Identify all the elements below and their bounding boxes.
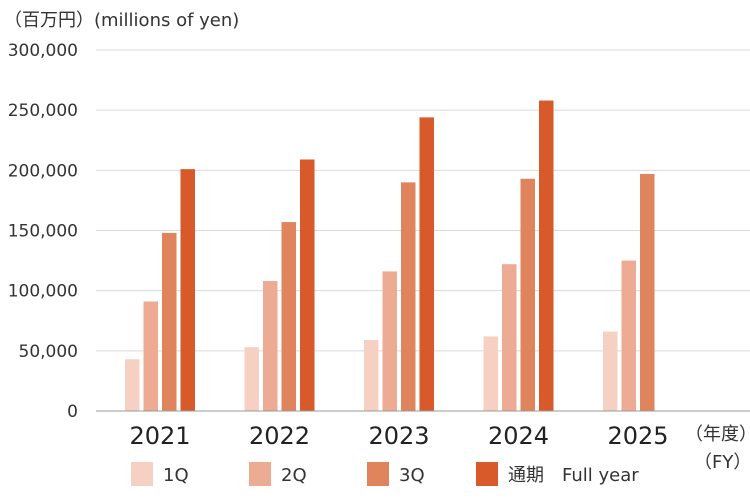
bar-2022-3 <box>281 222 296 411</box>
x-tick-label: 2024 <box>488 422 549 450</box>
x-axis-category-labels: 2021 2022 2023 2024 2025 <box>129 422 668 450</box>
bar-2022-2 <box>263 281 278 411</box>
bar-2021-4 <box>180 169 195 411</box>
x-tick-label: 2021 <box>129 422 190 450</box>
bar-2025-2 <box>621 260 636 411</box>
legend-swatch <box>131 462 153 486</box>
y-tick-label: 100,000 <box>8 282 78 302</box>
bar-2021-3 <box>162 232 177 411</box>
bar-2023-3 <box>401 182 416 411</box>
x-axis-unit-label: （年度） <box>685 424 750 445</box>
y-tick-label: 150,000 <box>8 222 78 242</box>
bars <box>125 100 655 412</box>
x-tick-label: 2025 <box>607 422 668 450</box>
bar-2021-1 <box>125 359 140 411</box>
legend-label: 1Q <box>163 465 189 486</box>
legend-label: 3Q <box>399 465 425 486</box>
y-axis-unit-label: （百万円）(millions of yen) <box>4 10 239 31</box>
y-tick-label: 300,000 <box>8 41 78 61</box>
bar-2022-4 <box>300 159 315 411</box>
legend-label: 2Q <box>281 465 307 486</box>
bar-2025-3 <box>640 173 655 411</box>
bar-2022-1 <box>244 347 259 411</box>
legend-swatch <box>476 462 498 486</box>
y-tick-label: 0 <box>67 402 78 422</box>
bar-2023-4 <box>419 117 434 412</box>
y-axis-tick-labels: 0 50,000 100,000 150,000 200,000 250,000 300,0… <box>8 41 78 422</box>
bar-2025-1 <box>603 331 618 411</box>
y-tick-label: 200,000 <box>8 161 78 181</box>
y-tick-label: 250,000 <box>8 101 78 121</box>
bar-2023-2 <box>382 271 397 411</box>
x-tick-label: 2022 <box>249 422 310 450</box>
x-tick-label: 2023 <box>368 422 429 450</box>
y-tick-label: 50,000 <box>19 342 78 362</box>
legend-swatch <box>367 462 389 486</box>
bar-2024-3 <box>520 178 535 411</box>
bar-2023-1 <box>364 340 379 411</box>
bar-2024-2 <box>502 264 517 411</box>
bar-2021-2 <box>143 301 158 411</box>
legend-label: 通期 Full year <box>508 465 639 486</box>
legend-swatch <box>249 462 271 486</box>
bar-2024-1 <box>483 336 498 411</box>
x-axis-unit-label-en: （FY） <box>694 452 750 473</box>
legend: 1Q 2Q 3Q 通期 Full year <box>131 462 639 486</box>
bar-2024-4 <box>539 100 554 411</box>
